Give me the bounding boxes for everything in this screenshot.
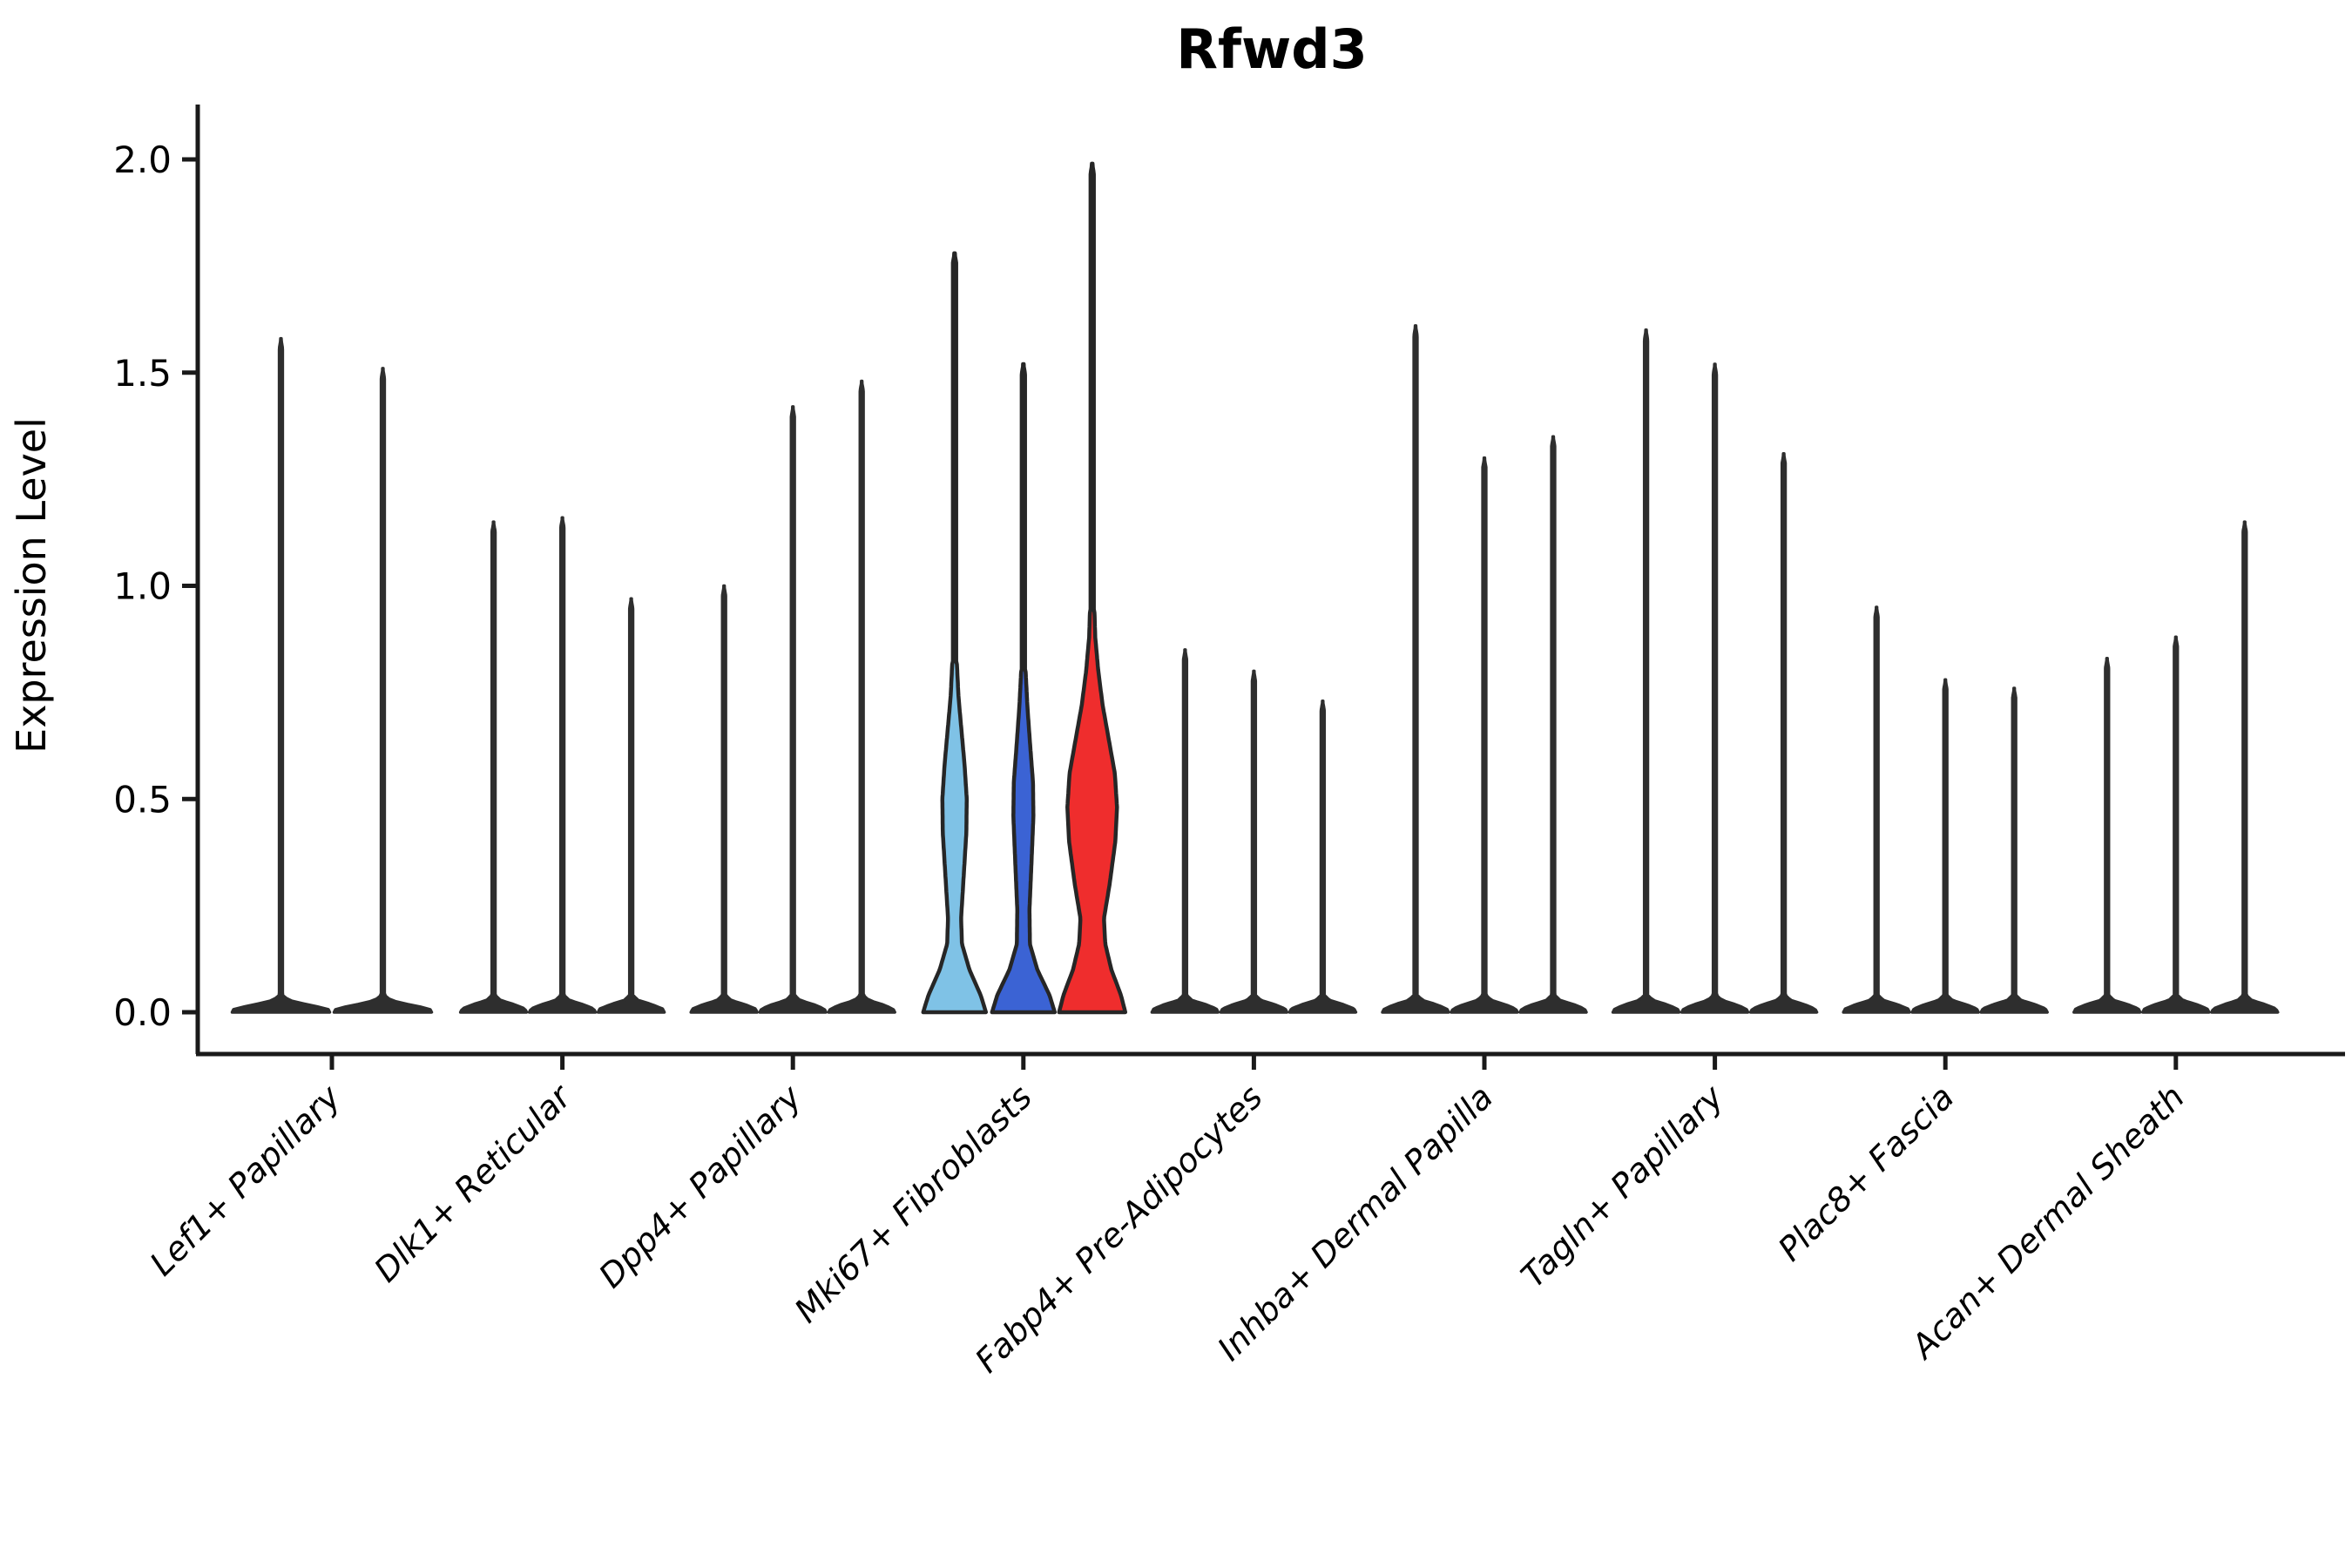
axes: [182, 105, 2345, 1070]
violin-spike: [458, 520, 529, 1014]
violin-spike: [1979, 686, 2049, 1014]
y-tick-label: 2.0: [113, 139, 172, 181]
x-category-label: Dpp4+ Papillary: [591, 1078, 809, 1295]
x-category-label: Dlk1+ Reticular: [367, 1077, 580, 1290]
x-category-label: Acan+ Dermal Sheath: [1903, 1078, 2193, 1368]
violin-spike: [2072, 656, 2142, 1014]
axis-labels: 0.0 0.5 1.0 1.5 2.0 Lef1+ Papillary Dlk1+ Reti…: [113, 139, 2192, 1380]
violin-highlighted: [990, 362, 1058, 1015]
violin-spike: [1518, 435, 1588, 1014]
violin-spike: [1381, 324, 1450, 1014]
violin-highlighted: [921, 251, 989, 1015]
y-tick-label: 0.5: [113, 778, 172, 821]
y-tick-label: 1.0: [113, 565, 172, 608]
y-tick-label: 0.0: [113, 991, 172, 1034]
x-category-label: Tagln+ Papillary: [1514, 1078, 1732, 1295]
violin-spike: [1150, 648, 1220, 1014]
x-category-label: Lef1+ Papillary: [143, 1078, 348, 1283]
violin-spike: [1748, 452, 1819, 1014]
violin-spike: [1219, 669, 1289, 1014]
y-axis-label: Expression Level: [8, 417, 55, 754]
violin-spike: [2210, 520, 2280, 1014]
chart-title: Rfwd3: [1176, 17, 1368, 81]
x-category-label: Mki67+ Fibroblasts: [787, 1078, 1040, 1330]
violin-spike: [1910, 678, 1980, 1014]
violins: [230, 161, 2280, 1015]
violin-spike: [1288, 699, 1358, 1014]
x-category-label: Plac8+ Fascia: [1771, 1078, 1962, 1268]
violin-spike: [527, 516, 598, 1014]
violin-spike: [2141, 635, 2211, 1014]
violin-spike: [1680, 362, 1750, 1014]
violin-spike: [596, 597, 666, 1014]
violin-spike: [1611, 328, 1681, 1014]
violin-highlighted: [1057, 161, 1128, 1015]
violin-spike: [332, 367, 434, 1014]
violin-spike: [230, 336, 332, 1014]
violin-spike: [1842, 605, 1911, 1014]
x-category-label: Inhba+ Dermal Papilla: [1210, 1078, 1500, 1368]
violin-spike: [827, 379, 896, 1014]
violin-spike: [758, 405, 828, 1014]
violin-spike: [689, 584, 759, 1014]
violin-spike: [1450, 456, 1519, 1014]
y-tick-label: 1.5: [113, 352, 172, 395]
